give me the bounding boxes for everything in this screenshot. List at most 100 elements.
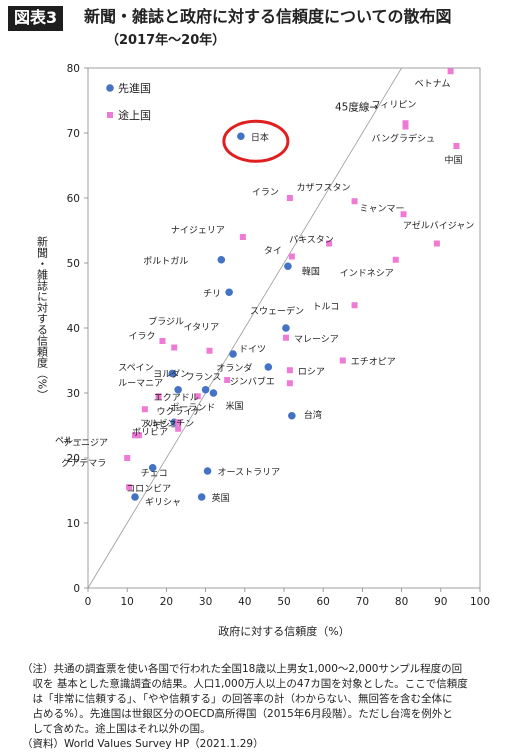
point-イラク xyxy=(159,338,166,344)
highlight-ellipse-japan xyxy=(222,119,290,163)
x-tick-label: 100 xyxy=(470,596,490,608)
point-バングラデシュ xyxy=(402,123,409,130)
point-label-ナイジェリア: ナイジェリア xyxy=(171,225,225,236)
point-label-フィリピン: フィリピン xyxy=(372,99,417,110)
x-tick-label: 30 xyxy=(199,596,212,608)
point-label-台湾: 台湾 xyxy=(304,409,322,421)
point-エクアドル xyxy=(194,393,201,400)
point-ジンバブエ xyxy=(286,380,293,387)
footnote-line-2: 収を 基本とした意識調査の結果。人口1,000万人以上の47カ国を対象とした。こ… xyxy=(22,678,468,690)
point-label-イラク: イラク xyxy=(128,331,155,342)
point-グアテマラ xyxy=(124,455,131,461)
point-label-ルーマニア: ルーマニア xyxy=(118,379,163,389)
point-label-英国: 英国 xyxy=(212,492,230,504)
x-tick-label: 80 xyxy=(395,596,408,608)
point-スウェーデン xyxy=(282,324,290,332)
scatter-chart: 0 10 20 30 40 50 60 70 80 90 100 0 10 20 30 40 50 60 70 80 政… xyxy=(36,63,491,638)
point-ミャンマー xyxy=(400,211,407,218)
x-tick-label: 0 xyxy=(85,596,92,608)
point-label-アゼルバイジャン: アゼルバイジャン xyxy=(403,220,474,232)
point-ブラジル xyxy=(171,344,178,351)
point-label-日本: 日本 xyxy=(251,131,269,143)
y-axis-label: 新聞・雑誌に対する信頼度（%） xyxy=(36,234,49,400)
x-tick-label: 60 xyxy=(317,596,330,608)
legend-label-developed: 先進国 xyxy=(118,82,151,95)
point-インドネシア xyxy=(392,256,399,263)
point-label-イラン: イラン xyxy=(252,187,279,198)
point-ボリビア xyxy=(175,425,182,432)
point-メキシコ xyxy=(141,406,148,413)
point-label-オーストラリア: オーストラリア xyxy=(218,467,281,478)
y-tick-label: 50 xyxy=(67,258,80,270)
legend-label-developing: 途上国 xyxy=(118,108,151,122)
chart-header: 図表3 新聞・雑誌と政府に対する信頼度についての散布図 （2017年〜20年） xyxy=(8,6,502,58)
point-米国 xyxy=(209,389,218,397)
point-韓国 xyxy=(284,262,292,271)
point-label-コロンビア: コロンビア xyxy=(126,483,171,494)
point-フランス xyxy=(201,385,210,394)
footnote-line-3: は「非常に信頼する」、「やや信頼する」の回答率の計（わからない、無回答を含む全体… xyxy=(22,693,453,705)
chart-title: 新聞・雑誌と政府に対する信頼度についての散布図 xyxy=(84,7,452,26)
footnote-line-1: （注）共通の調査票を使い各国で行われた全国18歳以上男女1,000〜2,000サ… xyxy=(22,663,463,675)
point-label-インドネシア: インドネシア xyxy=(340,268,394,279)
point-label-スウェーデン: スウェーデン xyxy=(250,305,304,317)
point-コロンビア xyxy=(126,484,133,491)
reference-line-45deg xyxy=(87,67,402,589)
point-label-米国: 米国 xyxy=(225,400,243,412)
point-チェコ xyxy=(148,463,157,472)
point-label-バングラデシュ: バングラデシュ xyxy=(372,133,435,145)
point-台湾 xyxy=(288,411,296,420)
source-note: （資料）World Values Survey HP（2021.1.29） xyxy=(22,738,264,750)
y-tick-label: 0 xyxy=(73,583,80,595)
legend-marker-developed xyxy=(106,84,114,92)
footnote-line-5: して含めた。途上国はそれ以外の国。 xyxy=(22,723,211,735)
point-label-ポーランド: ポーランド xyxy=(170,402,215,413)
point-label-カザフスタン: カザフスタン xyxy=(297,182,351,193)
point-カザフスタン xyxy=(351,198,358,205)
point-label-イタリア: イタリア xyxy=(184,322,220,333)
point-label-スペイン: スペイン xyxy=(118,364,153,374)
point-英国 xyxy=(197,493,206,501)
point-label-中国: 中国 xyxy=(444,154,462,166)
point-label-ロシア: ロシア xyxy=(298,367,325,377)
point-label-韓国: 韓国 xyxy=(302,266,320,277)
point-label-ポルトガル: ポルトガル xyxy=(143,256,188,267)
point-label-トルコ: トルコ xyxy=(313,302,340,312)
x-tick-label: 70 xyxy=(356,596,369,608)
point-label-ミャンマー: ミャンマー xyxy=(360,204,405,214)
y-tick-label: 80 xyxy=(67,63,80,75)
point-チュニジア xyxy=(135,432,142,439)
point-ナイジェリア xyxy=(239,234,246,240)
point-チリ xyxy=(225,288,233,297)
point-label-パキスタン: パキスタン xyxy=(289,235,334,246)
point-アルゼンチン xyxy=(175,419,182,426)
point-label-チェコ: チェコ xyxy=(141,468,168,479)
x-tick-label: 10 xyxy=(121,596,134,608)
point-ベトナム xyxy=(447,68,454,75)
point-ペルー xyxy=(132,432,139,439)
point-label-フランス: フランス xyxy=(186,372,222,383)
footnote-line-4: 占める%）。先進国は世銀区分のOECD高所得国（2015年6月段階）。ただし台湾… xyxy=(22,708,453,720)
figure-badge: 図表3 xyxy=(8,6,64,31)
point-オランダ xyxy=(264,363,273,371)
point-オーストラリア xyxy=(203,467,212,475)
x-tick-label: 40 xyxy=(238,596,251,608)
point-label-エチオピア: エチオピア xyxy=(351,357,396,368)
point-label-ドイツ: ドイツ xyxy=(239,345,266,355)
point-パキスタン xyxy=(326,240,333,247)
point-フィリピン xyxy=(402,120,409,127)
point-label-ブラジル: ブラジル xyxy=(148,316,184,328)
point-label-タイ: タイ xyxy=(264,246,282,257)
point-イラン xyxy=(286,195,293,201)
point-ドイツ xyxy=(229,350,237,358)
point-label-ペルー: ペルー xyxy=(55,436,82,446)
point-アゼルバイジャン xyxy=(433,240,440,247)
point-label-エクアドル: エクアドル xyxy=(154,392,199,403)
point-label-ボリビア: ボリビア xyxy=(132,427,168,438)
point-マレーシア xyxy=(282,334,289,341)
point-ポルトガル xyxy=(217,255,226,264)
y-tick-label: 20 xyxy=(67,453,80,465)
footnotes: （注）共通の調査票を使い各国で行われた全国18歳以上男女1,000〜2,000サ… xyxy=(22,662,502,752)
point-label-マレーシア: マレーシア xyxy=(294,335,339,345)
point-ロシア xyxy=(286,367,293,374)
